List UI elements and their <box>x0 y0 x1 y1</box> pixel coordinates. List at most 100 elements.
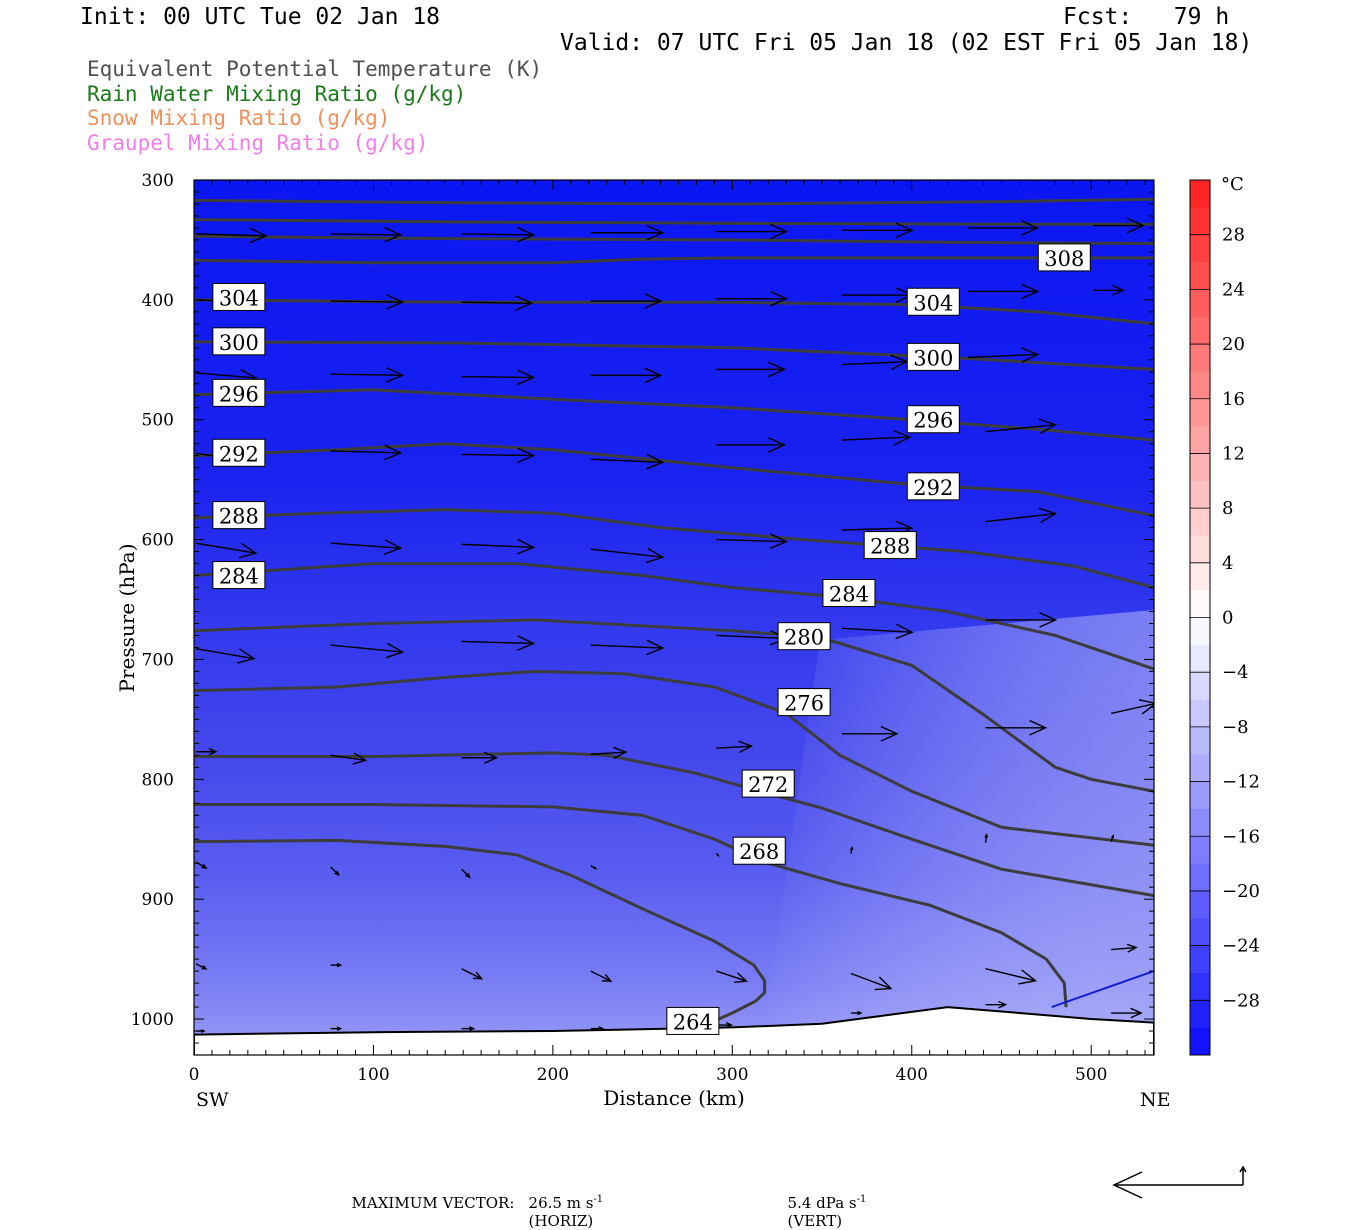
x-tick-label: 0 <box>189 1065 200 1085</box>
wind-vector-head <box>1039 612 1058 628</box>
forecast-hour: Fcst: 79 h <box>1063 4 1230 30</box>
wind-vector <box>330 1026 343 1031</box>
wind-vector-head <box>857 1010 863 1016</box>
wind-vector <box>985 507 1058 524</box>
max-vector-label: MAXIMUM VECTOR: <box>342 1176 515 1212</box>
wind-vector <box>330 444 403 461</box>
colorbar-band <box>1190 207 1210 236</box>
wind-vector-shaft <box>195 542 257 554</box>
colorbar-tick-label: 8 <box>1222 498 1233 519</box>
colorbar-band <box>1190 617 1210 646</box>
contour-label-text: 276 <box>784 692 824 716</box>
contour-label-box <box>212 501 266 530</box>
wind-vector <box>841 429 912 446</box>
wind-vector <box>590 865 598 870</box>
wind-vector-shaft <box>716 970 747 982</box>
colorbar-band <box>1190 316 1210 345</box>
contour-label-box <box>822 579 876 608</box>
wind-vector <box>590 547 665 564</box>
contour-label: 264 <box>666 1006 720 1035</box>
wind-vector-head <box>593 866 598 870</box>
contour-label-text: 264 <box>673 1010 713 1034</box>
colorbar-band <box>1190 508 1210 536</box>
wind-vector-shaft <box>330 300 403 303</box>
wind-vector-shaft <box>985 968 1036 982</box>
wind-vector <box>330 367 405 383</box>
colorbar-tick-label: 0 <box>1222 608 1233 629</box>
wind-vector <box>967 220 1040 236</box>
contour-label-box <box>1037 243 1091 272</box>
wind-vector-head <box>646 224 665 241</box>
contour-label-box <box>777 622 831 651</box>
wind-vector-head <box>336 962 343 968</box>
wind-vector <box>590 367 663 384</box>
wind-vector <box>195 227 268 244</box>
colorbar-band <box>1190 726 1210 755</box>
colorbar-band <box>1190 863 1210 892</box>
x-tick-label: 500 <box>1075 1065 1107 1085</box>
colorbar-band <box>1190 644 1210 673</box>
colorbar-band <box>1190 781 1210 810</box>
colorbar-band <box>1190 754 1210 783</box>
wind-vector-head <box>1018 969 1038 985</box>
wind-vector <box>1110 699 1154 715</box>
colorbar-band <box>1190 836 1210 865</box>
wind-vector-head <box>1130 1007 1143 1019</box>
wind-vector-shaft <box>461 543 534 549</box>
colorbar-tick-label: −20 <box>1222 881 1260 902</box>
wind-vector <box>461 447 536 464</box>
contour-label-text: 296 <box>913 409 953 433</box>
colorbar-band <box>1190 699 1210 728</box>
y-tick-label: 300 <box>142 171 174 191</box>
wind-vector <box>330 294 405 310</box>
wind-vector-head <box>236 648 256 664</box>
wind-vector-head <box>768 361 787 378</box>
colorbar <box>1190 180 1210 1056</box>
wind-vector <box>196 747 218 756</box>
wind-vector-head <box>1029 719 1048 736</box>
wind-vector-shaft <box>841 360 908 366</box>
wind-vector-head <box>644 293 663 309</box>
init-time: Init: 00 UTC Tue 02 Jan 18 <box>80 4 441 30</box>
theta-e-contour-13 <box>194 803 1068 1008</box>
contour-label-text: 308 <box>1044 247 1084 271</box>
wind-vector-head <box>1021 347 1040 363</box>
wind-vector-shaft <box>590 970 612 982</box>
wind-vector-shaft <box>590 548 663 558</box>
wind-vector-head <box>484 751 499 764</box>
wind-vector-head <box>1138 699 1154 715</box>
contour-label-box <box>212 438 266 467</box>
wind-vector-shaft <box>461 453 534 457</box>
wind-vector <box>590 293 663 309</box>
y-tick-label: 800 <box>142 770 174 790</box>
wind-vector-shaft <box>461 301 532 304</box>
wind-vector <box>330 752 368 765</box>
wind-vector-shaft <box>330 754 366 762</box>
wind-vector <box>195 963 208 970</box>
wind-vector <box>330 866 340 877</box>
contour-label-box <box>212 282 266 311</box>
wind-vector-shaft <box>841 436 911 441</box>
wind-vector <box>716 290 789 307</box>
wind-vector-shaft <box>850 972 892 990</box>
contour-label-text: 292 <box>219 442 259 466</box>
wind-vector <box>967 283 1040 300</box>
wind-vector-shaft <box>195 233 267 237</box>
wind-vector-shaft <box>461 375 534 379</box>
wind-vector-head <box>770 290 789 307</box>
wind-vector-shaft <box>716 634 787 640</box>
y-tick-labels: 300 400 500 600 700 800 900 1000 <box>131 171 174 1030</box>
wind-vector <box>985 612 1058 628</box>
wind-vector-head <box>472 971 484 980</box>
wind-vector-head <box>612 746 628 759</box>
contour-label-text: 296 <box>219 382 259 406</box>
contour-label-text: 272 <box>748 773 788 797</box>
wind-vector-head <box>738 740 754 753</box>
colorbar-tick-label: 4 <box>1222 553 1233 574</box>
plot-frame <box>193 179 1155 1056</box>
wind-vector-head <box>1110 834 1115 839</box>
x-endpoint-ne: NE <box>1140 1089 1171 1111</box>
wind-vector-head <box>1126 217 1145 234</box>
wind-vector-head <box>352 752 368 765</box>
